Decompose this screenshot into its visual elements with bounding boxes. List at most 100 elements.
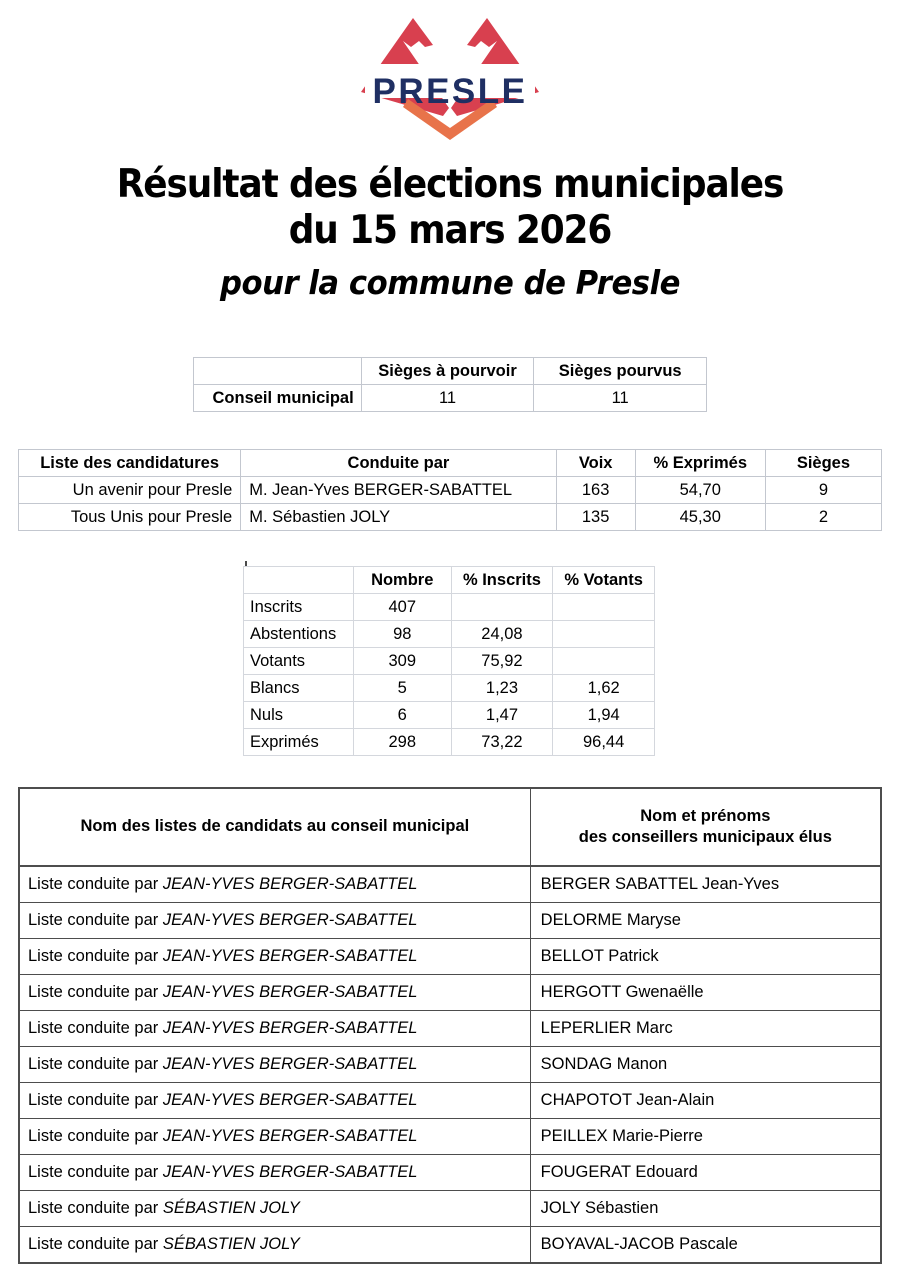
elected-councillor-name: FOUGERAT Edouard bbox=[529, 1154, 882, 1191]
stats-nombre: 407 bbox=[352, 593, 452, 621]
elected-councillor-name: SONDAG Manon bbox=[529, 1046, 882, 1083]
candidatures-table: Liste des candidatures Conduite par Voix… bbox=[17, 449, 883, 531]
page-title-line1: Résultat des élections municipales bbox=[116, 162, 785, 207]
stats-pct-votants: 1,94 bbox=[552, 701, 655, 729]
cand-list-name: Un avenir pour Presle bbox=[17, 476, 242, 504]
elected-list-cell: Liste conduite par JEAN-YVES BERGER-SABA… bbox=[18, 1154, 531, 1191]
table-row: Liste conduite par JEAN-YVES BERGER-SABA… bbox=[18, 1082, 882, 1119]
elected-list-leader: SÉBASTIEN JOLY bbox=[162, 1235, 300, 1253]
table-row: Liste conduite par JEAN-YVES BERGER-SABA… bbox=[18, 1046, 882, 1083]
stats-col-pct-inscrits: % Inscrits bbox=[450, 566, 554, 594]
seats-table: Sièges à pourvoir Sièges pourvus Conseil… bbox=[193, 357, 707, 412]
elected-list-prefix: Liste conduite par bbox=[28, 1019, 163, 1037]
elected-list-leader: JEAN-YVES BERGER-SABATTEL bbox=[162, 1163, 418, 1181]
elected-list-prefix: Liste conduite par bbox=[28, 1199, 163, 1217]
elected-list-leader: JEAN-YVES BERGER-SABATTEL bbox=[162, 875, 418, 893]
table-row: Exprimés 298 73,22 96,44 bbox=[243, 728, 655, 756]
elected-councillor-name: BELLOT Patrick bbox=[529, 938, 882, 975]
stats-nombre: 5 bbox=[352, 674, 452, 702]
elected-list-prefix: Liste conduite par bbox=[28, 1127, 163, 1145]
stats-row-label: Abstentions bbox=[243, 620, 354, 648]
stats-row-label: Votants bbox=[243, 647, 354, 675]
table-row: Liste conduite par SÉBASTIEN JOLY JOLY Sé… bbox=[18, 1190, 882, 1227]
table-header-row: Nom des listes de candidats au conseil m… bbox=[18, 787, 882, 867]
seats-col-to-fill: Sièges à pourvoir bbox=[360, 357, 535, 385]
stats-pct-votants bbox=[552, 647, 655, 675]
elected-councillor-name: BERGER SABATTEL Jean-Yves bbox=[529, 865, 882, 903]
stats-col-pct-votants: % Votants bbox=[552, 566, 655, 594]
elected-col-lists: Nom des listes de candidats au conseil m… bbox=[18, 787, 531, 867]
elected-councillor-name: CHAPOTOT Jean-Alain bbox=[529, 1082, 882, 1119]
logo-wordmark: PRESLE bbox=[372, 72, 528, 111]
table-row: Liste conduite par JEAN-YVES BERGER-SABA… bbox=[18, 974, 882, 1011]
stats-pct-votants: 1,62 bbox=[552, 674, 655, 702]
cand-leader-name: M. Jean-Yves BERGER-SABATTEL bbox=[240, 476, 557, 504]
elected-list-prefix: Liste conduite par bbox=[28, 1091, 163, 1109]
table-row: Liste conduite par JEAN-YVES BERGER-SABA… bbox=[18, 865, 882, 903]
stats-pct-inscrits: 1,23 bbox=[450, 674, 554, 702]
logo-mark-svg bbox=[361, 18, 539, 140]
table-header-row: Nombre % Inscrits % Votants bbox=[243, 566, 655, 594]
cand-col-seats: Sièges bbox=[764, 449, 883, 477]
elected-councillors-table: Nom des listes de candidats au conseil m… bbox=[18, 787, 882, 1264]
table-row: Un avenir pour Presle M. Jean-Yves BERGE… bbox=[17, 476, 883, 504]
seats-col-blank bbox=[193, 357, 362, 385]
cand-seats: 9 bbox=[764, 476, 883, 504]
elected-list-cell: Liste conduite par JEAN-YVES BERGER-SABA… bbox=[18, 902, 531, 939]
elected-list-prefix: Liste conduite par bbox=[28, 911, 163, 929]
stats-pct-votants: 96,44 bbox=[552, 728, 655, 756]
table-row: Abstentions 98 24,08 bbox=[243, 620, 655, 648]
elected-list-cell: Liste conduite par JEAN-YVES BERGER-SABA… bbox=[18, 938, 531, 975]
elected-list-leader: SÉBASTIEN JOLY bbox=[162, 1199, 300, 1217]
stats-pct-votants bbox=[552, 593, 655, 621]
cand-col-list: Liste des candidatures bbox=[17, 449, 242, 477]
elected-list-leader: JEAN-YVES BERGER-SABATTEL bbox=[162, 947, 418, 965]
stats-row-label: Exprimés bbox=[243, 728, 354, 756]
cand-votes: 135 bbox=[555, 503, 636, 531]
elected-list-prefix: Liste conduite par bbox=[28, 1055, 163, 1073]
elected-list-prefix: Liste conduite par bbox=[28, 947, 163, 965]
page-title-block: Résultat des élections municipales du 15… bbox=[0, 162, 900, 303]
seats-row-label: Conseil municipal bbox=[193, 384, 362, 412]
page-title-line2: du 15 mars 2026 bbox=[288, 208, 613, 254]
cand-col-votes: Voix bbox=[555, 449, 636, 477]
elected-col-names-line2: des conseillers municipaux élus bbox=[578, 828, 832, 846]
table-header-row: Liste des candidatures Conduite par Voix… bbox=[17, 449, 883, 477]
table-row: Liste conduite par JEAN-YVES BERGER-SABA… bbox=[18, 1010, 882, 1047]
table-row: Tous Unis pour Presle M. Sébastien JOLY … bbox=[17, 503, 883, 531]
table-row: Blancs 5 1,23 1,62 bbox=[243, 674, 655, 702]
table-row: Conseil municipal 11 11 bbox=[193, 384, 707, 412]
seats-col-filled: Sièges pourvus bbox=[533, 357, 707, 385]
elected-list-cell: Liste conduite par JEAN-YVES BERGER-SABA… bbox=[18, 1082, 531, 1119]
stats-pct-inscrits: 73,22 bbox=[450, 728, 554, 756]
logo-header: PRESLE bbox=[0, 0, 900, 150]
elected-list-prefix: Liste conduite par bbox=[28, 875, 163, 893]
elected-list-cell: Liste conduite par JEAN-YVES BERGER-SABA… bbox=[18, 1118, 531, 1155]
stats-pct-inscrits: 24,08 bbox=[450, 620, 554, 648]
stats-row-label: Blancs bbox=[243, 674, 354, 702]
cand-col-pct: % Exprimés bbox=[634, 449, 766, 477]
elected-councillor-name: DELORME Maryse bbox=[529, 902, 882, 939]
elected-list-prefix: Liste conduite par bbox=[28, 1163, 163, 1181]
stats-tick-mark bbox=[245, 561, 247, 568]
page-subtitle: pour la commune de Presle bbox=[219, 263, 681, 303]
elected-list-cell: Liste conduite par SÉBASTIEN JOLY bbox=[18, 1190, 531, 1227]
elected-list-leader: JEAN-YVES BERGER-SABATTEL bbox=[162, 1019, 418, 1037]
cand-seats: 2 bbox=[764, 503, 883, 531]
table-header-row: Sièges à pourvoir Sièges pourvus bbox=[193, 357, 707, 385]
elected-councillor-name: BOYAVAL-JACOB Pascale bbox=[529, 1226, 882, 1264]
stats-row-label: Nuls bbox=[243, 701, 354, 729]
seats-row-to-fill: 11 bbox=[360, 384, 535, 412]
elected-councillor-name: JOLY Sébastien bbox=[529, 1190, 882, 1227]
stats-nombre: 298 bbox=[352, 728, 452, 756]
seats-row-filled: 11 bbox=[533, 384, 707, 412]
cand-list-name: Tous Unis pour Presle bbox=[17, 503, 242, 531]
elected-col-names-line1: Nom et prénoms bbox=[640, 806, 771, 825]
statistics-table: Nombre % Inscrits % Votants Inscrits 407… bbox=[243, 566, 655, 756]
statistics-table-body: Inscrits 407 Abstentions 98 24,08 Votant… bbox=[243, 593, 655, 756]
elected-list-cell: Liste conduite par JEAN-YVES BERGER-SABA… bbox=[18, 1010, 531, 1047]
table-row: Liste conduite par JEAN-YVES BERGER-SABA… bbox=[18, 1154, 882, 1191]
stats-nombre: 6 bbox=[352, 701, 452, 729]
table-row: Liste conduite par SÉBASTIEN JOLY BOYAVAL… bbox=[18, 1226, 882, 1264]
elected-col-names: Nom et prénoms des conseillers municipau… bbox=[529, 787, 882, 867]
